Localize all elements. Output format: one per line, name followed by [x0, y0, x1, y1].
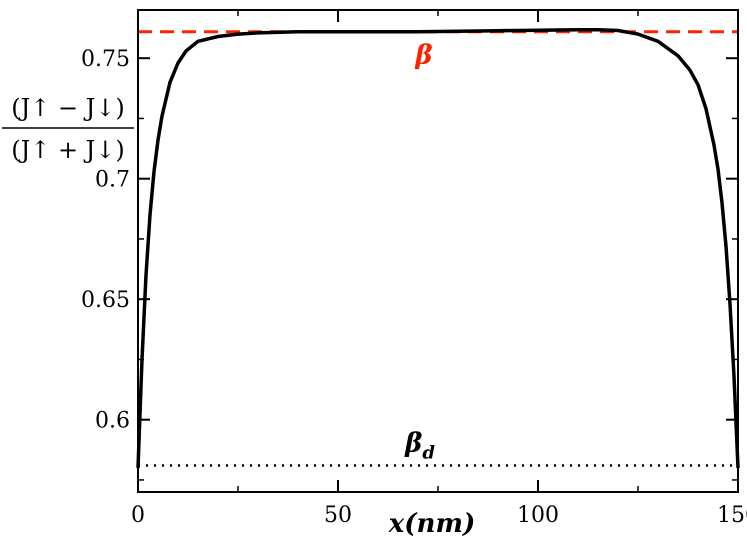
y-tick-label: 0.75 [81, 47, 130, 72]
y-axis-label-denominator: (J↑ + J↓) [11, 136, 125, 164]
y-tick-label: 0.7 [95, 168, 130, 193]
beta-d-label: βd [404, 428, 435, 463]
plot-frame [137, 9, 739, 493]
ticks: 0 50 100 150 0.6 0.65 0.7 0.75 [81, 10, 747, 528]
x-tick-label: 100 [517, 503, 559, 528]
y-axis-label: (J↑ − J↓) (J↑ + J↓) [2, 94, 134, 164]
x-axis-label: x(nm) [388, 509, 476, 539]
y-tick-label: 0.6 [95, 409, 130, 434]
x-tick-label: 150 [717, 503, 747, 528]
polarization-curve [136, 28, 740, 468]
x-tick-label: 50 [324, 503, 352, 528]
y-tick-label: 0.65 [81, 288, 130, 313]
x-tick-label: 0 [131, 503, 145, 528]
y-axis-label-numerator: (J↑ − J↓) [11, 94, 125, 122]
beta-label: β [414, 41, 432, 71]
plot-area: β βd [136, 28, 740, 468]
